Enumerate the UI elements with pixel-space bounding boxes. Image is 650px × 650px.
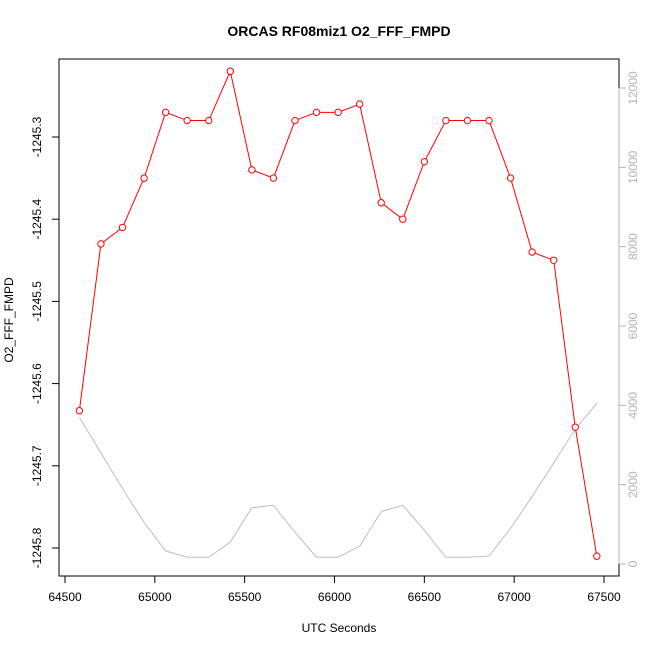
y2-tick-label-1: 2000 [626, 471, 640, 498]
data-point-12 [334, 108, 342, 117]
x-tick-label-2: 65500 [228, 590, 262, 604]
series-secondary [78, 403, 598, 558]
x-tick-label-4: 66500 [408, 590, 442, 604]
y2-tick-label-6: 12000 [626, 71, 640, 105]
y2-tick-label-2: 4000 [626, 392, 640, 419]
y2-tick-label-4: 8000 [626, 233, 640, 260]
data-point-17 [442, 116, 450, 125]
x-axis-label: UTC Seconds [302, 621, 377, 635]
y2-tick-label-0: 0 [626, 560, 640, 567]
data-point-20 [506, 174, 515, 182]
data-point-18 [463, 116, 472, 125]
data-point-4 [161, 108, 170, 117]
x-axis: 64500 65000 65500 66000 66500 67000 67500 [48, 575, 621, 604]
data-point-9 [269, 174, 278, 182]
x-tick-label-5: 67000 [497, 590, 531, 604]
y-axis-label: O2_FFF_FMPD [2, 277, 16, 363]
data-point-14 [377, 199, 385, 207]
data-point-10 [291, 116, 299, 125]
data-point-22 [549, 256, 558, 264]
x-tick-label-3: 66000 [318, 590, 352, 604]
y-tick-label-2: -1245.5 [30, 281, 44, 322]
y2-tick-label-3: 6000 [626, 312, 640, 339]
y-tick-label-5: -1245.8 [30, 527, 44, 568]
x-tick-label-0: 64500 [48, 590, 82, 604]
data-point-8 [248, 166, 256, 174]
y-tick-label-0: -1245.3 [30, 116, 44, 157]
data-point-0 [75, 407, 84, 415]
data-point-6 [205, 116, 213, 125]
data-point-16 [420, 157, 429, 166]
x-tick-label-6: 67500 [587, 590, 621, 604]
data-point-19 [485, 116, 493, 125]
y2-tick-label-5: 10000 [626, 150, 640, 184]
data-point-13 [355, 100, 364, 108]
data-point-1 [97, 240, 105, 248]
series-secondary-line [78, 403, 598, 558]
x-tick-label-1: 65000 [138, 590, 172, 604]
data-point-7 [226, 67, 234, 75]
data-point-11 [312, 108, 321, 117]
y-tick-label-1: -1245.4 [30, 199, 44, 240]
y-tick-label-3: -1245.6 [30, 363, 44, 404]
y-tick-label-4: -1245.7 [30, 445, 44, 486]
data-point-24 [593, 552, 601, 560]
chart-title: ORCAS RF08miz1 O2_FFF_FMPD [227, 23, 450, 39]
data-point-5 [183, 116, 191, 125]
y-axis-right: 0 2000 4000 6000 8000 10000 12000 [618, 71, 640, 567]
data-point-23 [571, 423, 579, 431]
series-primary [75, 67, 601, 560]
data-point-2 [118, 223, 127, 232]
data-point-3 [140, 174, 148, 182]
data-point-21 [528, 248, 536, 256]
y-axis-left: -1245.3 -1245.4 -1245.5 -1245.6 -1245.7 -1245… [30, 116, 60, 568]
data-point-15 [399, 215, 407, 223]
